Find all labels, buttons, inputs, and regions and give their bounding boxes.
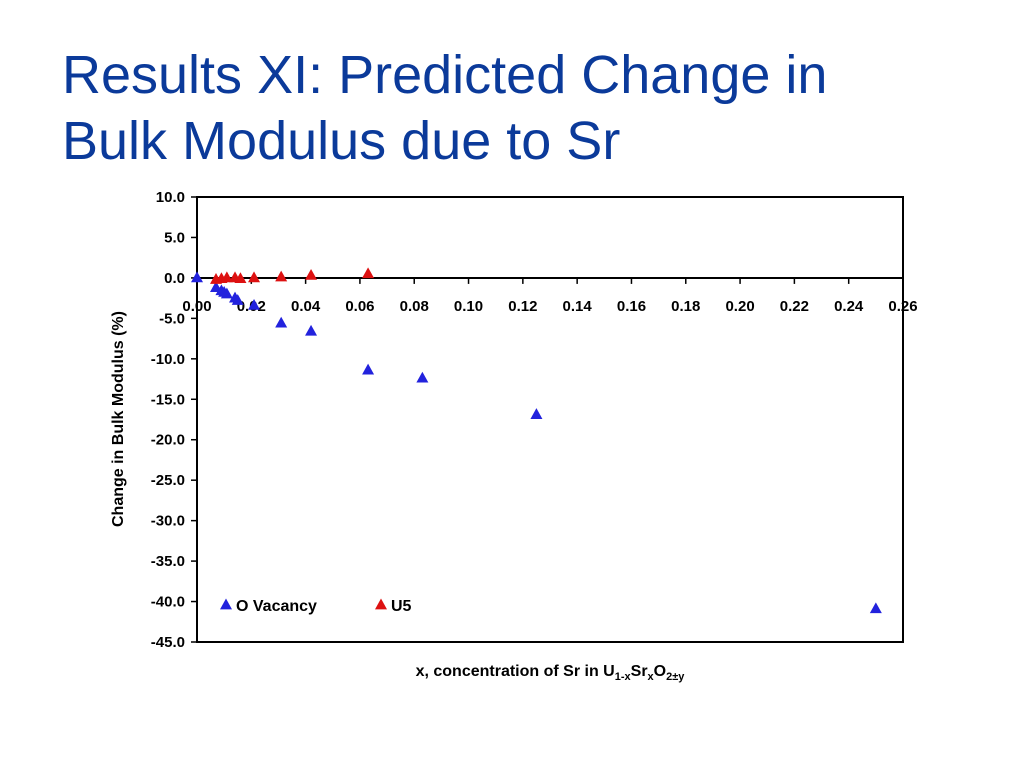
- data-point-o-vacancy: [220, 287, 233, 299]
- data-point-u5: [220, 271, 233, 283]
- x-axis-label-sub-3: 2±y: [666, 671, 685, 683]
- data-point-o-vacancy: [231, 294, 244, 305]
- y-tick-label: 5.0: [164, 229, 185, 246]
- data-point-o-vacancy: [362, 363, 375, 375]
- data-point-o-vacancy: [869, 602, 882, 614]
- x-axis-label-mid-1: Sr: [631, 663, 648, 680]
- y-tick-label: -30.0: [151, 513, 185, 530]
- data-point-u5: [275, 270, 288, 282]
- x-tick-label: 0.04: [291, 298, 321, 315]
- x-tick-label: 0.26: [888, 298, 917, 315]
- data-point-o-vacancy: [248, 298, 261, 310]
- data-point-o-vacancy: [416, 371, 429, 383]
- x-tick-label: 0.18: [671, 298, 700, 315]
- y-tick-label: -40.0: [151, 594, 185, 611]
- y-tick-label: -5.0: [159, 310, 185, 327]
- x-axis-label-sub-2: x: [648, 671, 655, 683]
- x-axis-label-text: x, concentration of Sr in U: [416, 663, 615, 680]
- legend-label-u5: U5: [391, 598, 412, 615]
- y-axis-ticks: 10.0 5.0 0.0 -5.0 -10.0 -15.0 -20.0 -25.0 -30.0 -…: [151, 189, 197, 651]
- data-points: [191, 267, 882, 614]
- data-point-u5: [248, 271, 261, 283]
- x-tick-label: 0.24: [834, 298, 864, 315]
- x-tick-label: 0.20: [725, 298, 754, 315]
- slide-title-line-1: Results XI: Predicted Change in: [62, 45, 828, 105]
- legend-marker-o-vacancy: [220, 598, 232, 610]
- x-axis-label-mid-2: O: [654, 663, 666, 680]
- plot-area-frame: [196, 196, 904, 643]
- data-point-o-vacancy: [275, 316, 288, 328]
- x-axis-label-sub-1: 1-x: [615, 671, 632, 683]
- x-tick-label: 0.06: [345, 298, 374, 315]
- y-tick-label: -15.0: [151, 391, 185, 408]
- data-point-o-vacancy: [191, 271, 203, 283]
- legend-label-o-vacancy: O Vacancy: [236, 598, 317, 615]
- data-point-o-vacancy: [530, 408, 543, 419]
- slide-title-line-2: Bulk Modulus due to Sr: [62, 111, 621, 171]
- data-point-u5: [234, 272, 247, 284]
- chart-legend: O Vacancy U5: [220, 598, 412, 615]
- x-axis-label: x, concentration of Sr in U1-xSrxO2±y: [416, 663, 686, 683]
- x-tick-label: 0.22: [780, 298, 809, 315]
- data-point-u5: [305, 269, 318, 280]
- data-point-o-vacancy: [305, 324, 318, 336]
- slide-title: Results XI: Predicted Change in Bulk Mod…: [62, 42, 1002, 174]
- y-tick-label: -20.0: [151, 432, 185, 449]
- x-tick-label: 0.14: [563, 298, 593, 315]
- y-tick-label: 0.0: [164, 270, 185, 287]
- y-tick-label: -45.0: [151, 634, 185, 651]
- y-tick-label: 10.0: [156, 189, 185, 206]
- legend-marker-u5: [375, 598, 387, 610]
- x-tick-label: 0.12: [508, 298, 537, 315]
- x-tick-label: 0.10: [454, 298, 483, 315]
- x-tick-label: 0.16: [617, 298, 646, 315]
- y-tick-label: -25.0: [151, 472, 185, 489]
- y-tick-label: -35.0: [151, 553, 185, 570]
- x-tick-label: 0.08: [400, 298, 429, 315]
- x-tick-label: 0.00: [182, 298, 211, 315]
- y-axis-label: Change in Bulk Modulus (%): [110, 311, 127, 527]
- y-tick-label: -10.0: [151, 351, 185, 368]
- data-point-u5: [362, 267, 375, 279]
